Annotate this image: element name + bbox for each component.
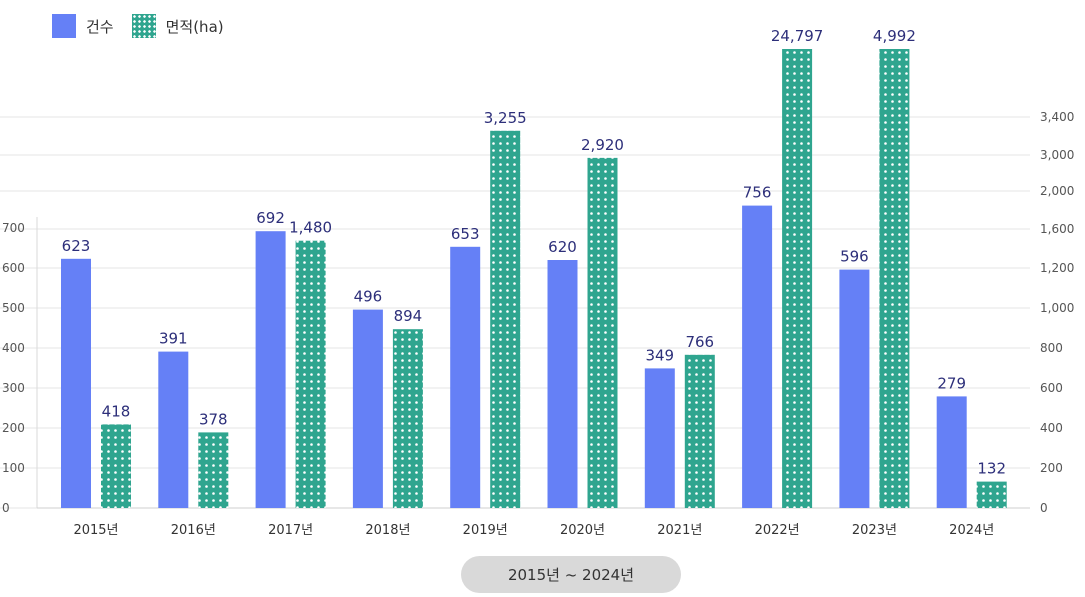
right-axis-tick-label: 200: [1040, 461, 1063, 475]
data-label-count: 692: [256, 209, 285, 227]
legend-label-area: 면적(ha): [165, 17, 224, 36]
x-axis-tick-label: 2016년: [171, 523, 216, 538]
right-axis-tick-label: 2,000: [1040, 184, 1074, 198]
legend-label-count: 건수: [86, 17, 114, 36]
data-label-count: 620: [548, 238, 577, 256]
x-axis-tick-label: 2024년: [949, 523, 994, 538]
right-axis-tick-label: 1,000: [1040, 301, 1074, 315]
bar-area: [879, 49, 910, 508]
data-label-count: 756: [743, 184, 772, 202]
bar-count: [644, 368, 675, 508]
x-axis-tick-label: 2020년: [560, 523, 605, 538]
left-axis-tick-label: 100: [2, 461, 25, 475]
right-axis-tick-label: 0: [1040, 501, 1048, 515]
legend-item-count: 건수: [52, 14, 114, 38]
right-axis-tick-label: 800: [1040, 341, 1063, 355]
data-label-area: 766: [685, 333, 714, 351]
bar-area: [392, 329, 423, 508]
data-label-area: 24,797: [771, 27, 824, 45]
x-axis-tick-label: 2017년: [268, 523, 313, 538]
left-axis-tick-label: 300: [2, 381, 25, 395]
bar-count: [547, 260, 578, 508]
data-label-area: 4,992: [873, 27, 916, 45]
bar-count: [158, 351, 189, 508]
bar-area: [198, 432, 229, 508]
data-label-count: 496: [354, 288, 383, 306]
right-axis-tick-label: 1,600: [1040, 222, 1074, 236]
legend: 건수 면적(ha): [52, 14, 224, 38]
right-axis-tick-label: 3,000: [1040, 148, 1074, 162]
bar-area: [976, 481, 1007, 508]
left-axis-tick-label: 400: [2, 341, 25, 355]
right-axis-tick-label: 1,200: [1040, 261, 1074, 275]
bar-count: [839, 269, 870, 508]
data-label-area: 132: [977, 460, 1006, 478]
bar-area: [684, 354, 715, 508]
data-label-area: 2,920: [581, 136, 624, 154]
bar-count: [450, 246, 481, 509]
bar-area: [782, 49, 813, 508]
data-label-count: 279: [937, 374, 966, 392]
right-axis-tick-label: 400: [1040, 421, 1063, 435]
x-axis-tick-label: 2023년: [852, 523, 897, 538]
data-label-area: 418: [102, 402, 131, 420]
data-label-count: 596: [840, 248, 869, 266]
bar-chart: 0 200 400 600 800 1,000 1,200 1,600 2,000 3,000 3,…: [0, 27, 1074, 538]
left-axis-tick-label: 0: [2, 501, 10, 515]
data-label-area: 1,480: [289, 219, 332, 237]
legend-swatch-area: [131, 14, 156, 38]
x-axis-tick-label: 2015년: [73, 523, 118, 538]
legend-item-area: 면적(ha): [131, 14, 224, 38]
x-axis-tick-label: 2021년: [657, 523, 702, 538]
left-axis-tick-label: 200: [2, 421, 25, 435]
x-axis-tick-label: 2018년: [365, 523, 410, 538]
left-axis-tick-label: 500: [2, 301, 25, 315]
bar-area: [295, 240, 326, 508]
x-axis-tick-label: 2022년: [755, 523, 800, 538]
x-axis-tick-label: 2019년: [463, 523, 508, 538]
data-label-count: 623: [62, 237, 91, 255]
right-axis-tick-label: 3,400: [1040, 110, 1074, 124]
right-axis-tick-label: 600: [1040, 381, 1063, 395]
data-label-count: 349: [645, 346, 674, 364]
bar-area: [101, 424, 131, 508]
bar-area: [490, 130, 521, 508]
data-label-area: 378: [199, 410, 228, 428]
left-axis-tick-label: 700: [2, 221, 25, 235]
bar-area: [587, 157, 618, 508]
data-label-count: 653: [451, 225, 480, 243]
period-label: 2015년 ~ 2024년: [507, 566, 635, 584]
data-label-area: 894: [394, 307, 423, 325]
bar-count: [352, 309, 383, 508]
data-label-count: 391: [159, 330, 188, 348]
bar-count: [61, 258, 91, 508]
bar-count: [742, 205, 773, 508]
bar-count: [255, 231, 286, 508]
bar-count: [936, 396, 967, 508]
data-label-area: 3,255: [484, 109, 527, 127]
left-axis-tick-label: 600: [2, 261, 25, 275]
period-selector[interactable]: 2015년 ~ 2024년: [461, 556, 681, 593]
legend-swatch-count: [52, 14, 76, 38]
